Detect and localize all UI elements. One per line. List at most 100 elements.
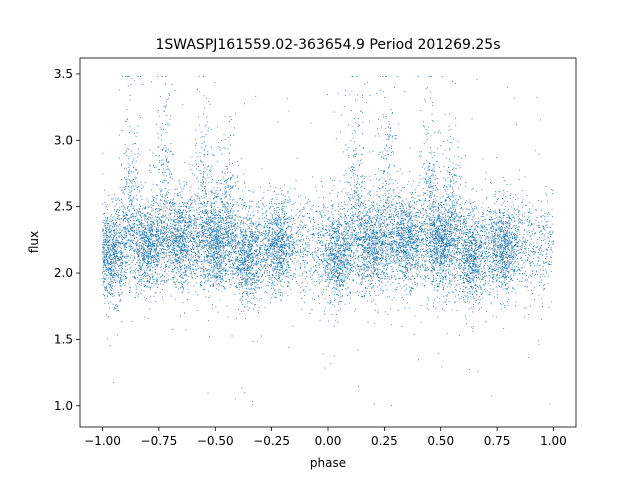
data-point [248,239,250,241]
data-point [120,226,122,228]
data-point [188,262,190,264]
data-point [228,259,230,261]
data-point [102,251,104,253]
data-point [331,276,333,278]
data-point [287,277,289,279]
data-point [214,209,216,211]
data-point [400,197,402,199]
data-point [257,277,259,279]
data-point [172,232,174,233]
data-point [199,281,201,283]
data-point [221,237,223,239]
data-point [147,224,149,226]
data-point [212,284,214,286]
data-point [225,263,227,265]
data-point [107,229,109,231]
data-point [141,217,143,218]
data-point [527,224,529,226]
data-point [141,252,143,254]
data-point [141,282,142,284]
data-point [352,266,354,267]
data-point [366,232,368,234]
data-point [496,264,498,266]
data-point [406,213,408,215]
data-point [208,320,210,322]
data-point [315,210,317,212]
data-point [482,202,484,204]
data-point [116,250,118,252]
data-point [495,235,497,236]
data-point [145,228,146,230]
data-point [228,224,230,226]
data-point [163,216,165,218]
data-point [181,228,183,230]
data-point [115,234,116,236]
data-point [495,238,497,240]
data-point [512,217,514,218]
data-point [377,237,379,239]
data-point [124,268,126,270]
data-point [493,235,495,237]
data-point [260,260,262,262]
data-point [226,207,228,209]
data-point [528,212,530,214]
data-point [459,229,461,231]
data-point [281,239,283,241]
data-point [258,257,260,259]
data-point [419,216,420,218]
data-point [550,256,551,258]
data-point [115,246,117,248]
data-point [109,255,111,257]
data-point [496,294,498,296]
data-point [114,275,116,277]
data-point [111,288,113,289]
data-point [489,211,491,213]
data-point [112,198,114,200]
data-point [297,236,299,238]
data-point [296,226,298,228]
data-point [156,232,158,233]
data-point [242,239,244,241]
data-point [503,269,505,271]
data-point [333,262,335,264]
data-point [155,258,157,260]
data-point [114,285,116,287]
data-point [323,197,324,199]
data-point [348,254,350,256]
data-point [109,268,111,270]
data-point [505,242,507,244]
data-point [389,182,391,184]
data-point [525,252,527,254]
data-point [364,215,366,217]
data-point [291,209,292,211]
data-point [127,261,129,263]
data-point [488,231,490,233]
data-point [339,224,341,226]
data-point [426,233,428,235]
data-point [426,307,428,309]
data-point [205,212,207,214]
data-point [125,278,126,280]
data-point [228,258,230,260]
data-point [122,242,124,244]
data-point [520,222,522,224]
data-point [303,248,305,250]
data-point [117,226,119,228]
data-point [528,229,530,231]
data-point [150,265,152,266]
data-point [111,272,113,274]
data-point [435,227,437,229]
data-point [501,212,503,214]
data-point [123,271,125,272]
data-point [524,204,526,206]
data-point [393,259,395,261]
data-point [508,223,510,225]
data-point [538,264,540,266]
data-point [534,265,536,267]
data-point [121,229,123,231]
data-point [113,273,115,275]
data-point [230,226,232,228]
data-point [108,235,110,237]
data-point [105,285,107,287]
data-point [117,259,119,261]
